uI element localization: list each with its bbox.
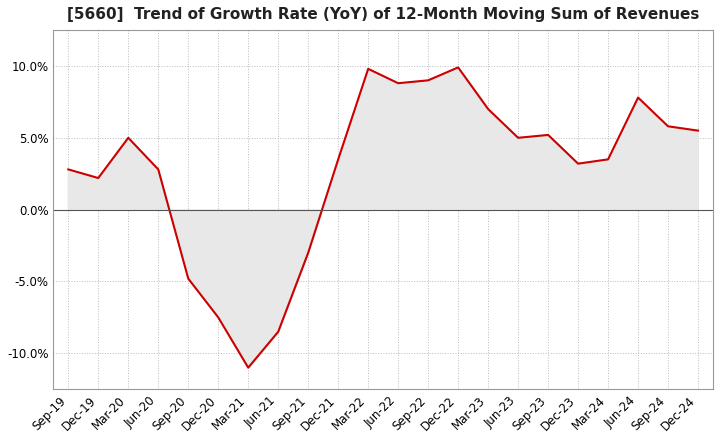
Title: [5660]  Trend of Growth Rate (YoY) of 12-Month Moving Sum of Revenues: [5660] Trend of Growth Rate (YoY) of 12-… — [67, 7, 699, 22]
